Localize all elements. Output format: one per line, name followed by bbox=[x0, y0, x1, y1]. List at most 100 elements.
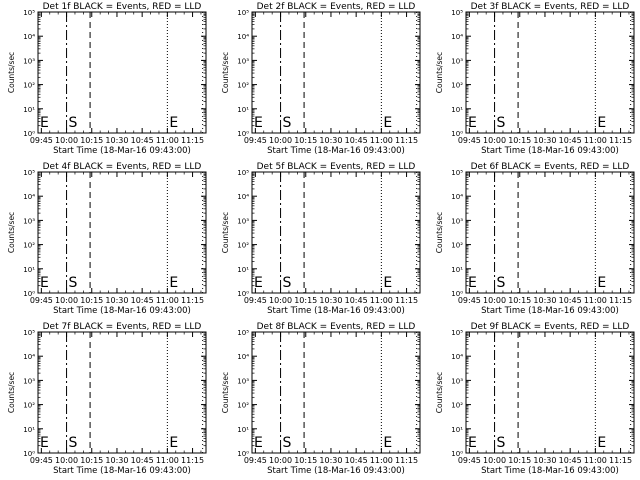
x-tick-label: 10:00 bbox=[483, 296, 506, 305]
x-tick-label: 10:15 bbox=[80, 296, 103, 305]
y-tick-label: 10⁵ bbox=[23, 329, 35, 337]
y-axis-label: Counts/sec bbox=[435, 372, 444, 413]
y-tick-label: 10² bbox=[237, 242, 249, 250]
y-tick-label: 10⁴ bbox=[23, 353, 35, 361]
time-marker-label: S bbox=[497, 115, 506, 131]
x-tick-label: 10:45 bbox=[345, 456, 368, 465]
y-tick-label: 10⁵ bbox=[451, 169, 463, 177]
time-marker-label: E bbox=[40, 115, 49, 131]
y-axis-label: Counts/sec bbox=[221, 372, 230, 413]
panel-title: Det 1f BLACK = Events, RED = LLD bbox=[43, 2, 202, 12]
panel-title: Det 5f BLACK = Events, RED = LLD bbox=[257, 162, 416, 172]
x-tick-label: 09:45 bbox=[30, 296, 53, 305]
detector-panel: Det 6f BLACK = Events, RED = LLD 10⁰ 10¹ 10… bbox=[435, 162, 635, 316]
plot-frame bbox=[37, 11, 207, 134]
y-tick-label: 10³ bbox=[23, 377, 35, 385]
y-tick-label: 10⁴ bbox=[451, 353, 463, 361]
time-marker-label: E bbox=[468, 275, 477, 291]
x-axis-label: Start Time (18-Mar-16 09:43:00) bbox=[267, 466, 405, 476]
x-tick-label: 10:00 bbox=[269, 456, 292, 465]
y-tick-label: 10¹ bbox=[237, 266, 249, 274]
time-marker-label: E bbox=[40, 275, 49, 291]
y-tick-label: 10⁵ bbox=[237, 9, 249, 17]
y-tick-label: 10⁰ bbox=[451, 290, 463, 298]
detector-panel: Det 7f BLACK = Events, RED = LLD 10⁰ 10¹ 10… bbox=[7, 322, 207, 476]
panel-title: Det 3f BLACK = Events, RED = LLD bbox=[471, 2, 630, 12]
plot-frame bbox=[465, 171, 635, 294]
y-axis-label: Counts/sec bbox=[7, 52, 16, 93]
y-tick-label: 10⁴ bbox=[23, 33, 35, 41]
y-tick-label: 10³ bbox=[451, 57, 463, 65]
y-axis-label: Counts/sec bbox=[435, 212, 444, 253]
x-tick-label: 10:45 bbox=[559, 456, 582, 465]
time-marker-label: E bbox=[169, 275, 178, 291]
time-marker-label: E bbox=[383, 115, 392, 131]
y-tick-label: 10⁵ bbox=[237, 169, 249, 177]
detector-panel: Det 5f BLACK = Events, RED = LLD 10⁰ 10¹ 10… bbox=[221, 162, 421, 316]
x-tick-label: 11:00 bbox=[370, 456, 393, 465]
time-marker-label: S bbox=[69, 275, 78, 291]
x-tick-label: 10:45 bbox=[345, 296, 368, 305]
x-tick-label: 09:45 bbox=[244, 136, 267, 145]
x-tick-label: 11:15 bbox=[181, 136, 204, 145]
time-marker-label: E bbox=[254, 275, 263, 291]
x-tick-label: 09:45 bbox=[244, 456, 267, 465]
y-tick-label: 10³ bbox=[451, 377, 463, 385]
time-marker-label: E bbox=[597, 275, 606, 291]
y-tick-label: 10⁴ bbox=[237, 33, 249, 41]
y-tick-label: 10¹ bbox=[23, 106, 35, 114]
time-marker-label: S bbox=[497, 435, 506, 451]
y-tick-label: 10⁰ bbox=[23, 450, 35, 458]
y-tick-label: 10¹ bbox=[23, 266, 35, 274]
x-axis-label: Start Time (18-Mar-16 09:43:00) bbox=[267, 146, 405, 156]
y-tick-label: 10⁵ bbox=[23, 169, 35, 177]
y-tick-label: 10¹ bbox=[451, 426, 463, 434]
y-tick-label: 10³ bbox=[237, 217, 249, 225]
y-tick-label: 10³ bbox=[23, 217, 35, 225]
x-tick-label: 11:15 bbox=[395, 136, 418, 145]
y-tick-label: 10¹ bbox=[451, 266, 463, 274]
y-tick-label: 10⁴ bbox=[451, 33, 463, 41]
panel-title: Det 2f BLACK = Events, RED = LLD bbox=[257, 2, 416, 12]
time-marker-label: S bbox=[283, 115, 292, 131]
x-tick-label: 10:30 bbox=[533, 456, 556, 465]
detector-panel: Det 2f BLACK = Events, RED = LLD 10⁰ 10¹ 10… bbox=[221, 2, 421, 156]
x-tick-label: 11:00 bbox=[584, 456, 607, 465]
y-axis-label: Counts/sec bbox=[435, 52, 444, 93]
detector-panel: Det 3f BLACK = Events, RED = LLD 10⁰ 10¹ 10… bbox=[435, 2, 635, 156]
x-tick-label: 09:45 bbox=[458, 296, 481, 305]
x-tick-label: 10:15 bbox=[294, 456, 317, 465]
y-tick-label: 10⁰ bbox=[237, 450, 249, 458]
x-tick-label: 11:00 bbox=[156, 296, 179, 305]
y-axis-label: Counts/sec bbox=[221, 212, 230, 253]
time-marker-label: E bbox=[169, 115, 178, 131]
x-tick-label: 11:15 bbox=[609, 296, 632, 305]
y-axis-label: Counts/sec bbox=[221, 52, 230, 93]
x-tick-label: 10:15 bbox=[80, 456, 103, 465]
detector-panel: Det 9f BLACK = Events, RED = LLD 10⁰ 10¹ 10… bbox=[435, 322, 635, 476]
y-tick-label: 10⁴ bbox=[237, 193, 249, 201]
y-tick-label: 10¹ bbox=[451, 106, 463, 114]
x-axis-label: Start Time (18-Mar-16 09:43:00) bbox=[481, 146, 619, 156]
time-marker-label: E bbox=[597, 435, 606, 451]
plot-frame bbox=[251, 171, 421, 294]
time-marker-label: E bbox=[254, 115, 263, 131]
x-tick-label: 09:45 bbox=[244, 296, 267, 305]
x-tick-label: 11:15 bbox=[181, 456, 204, 465]
y-tick-label: 10⁴ bbox=[451, 193, 463, 201]
x-tick-label: 11:00 bbox=[584, 296, 607, 305]
y-tick-label: 10³ bbox=[451, 217, 463, 225]
x-tick-label: 10:45 bbox=[345, 136, 368, 145]
plot-frame bbox=[251, 11, 421, 134]
y-tick-label: 10² bbox=[237, 82, 249, 90]
panel-title: Det 7f BLACK = Events, RED = LLD bbox=[43, 322, 202, 332]
y-tick-label: 10⁰ bbox=[23, 290, 35, 298]
time-marker-label: S bbox=[283, 435, 292, 451]
y-tick-label: 10⁰ bbox=[237, 130, 249, 138]
x-axis-label: Start Time (18-Mar-16 09:43:00) bbox=[53, 306, 191, 316]
time-marker-label: E bbox=[169, 435, 178, 451]
detector-panel: Det 4f BLACK = Events, RED = LLD 10⁰ 10¹ 10… bbox=[7, 162, 207, 316]
y-tick-label: 10⁰ bbox=[451, 450, 463, 458]
y-tick-label: 10³ bbox=[23, 57, 35, 65]
